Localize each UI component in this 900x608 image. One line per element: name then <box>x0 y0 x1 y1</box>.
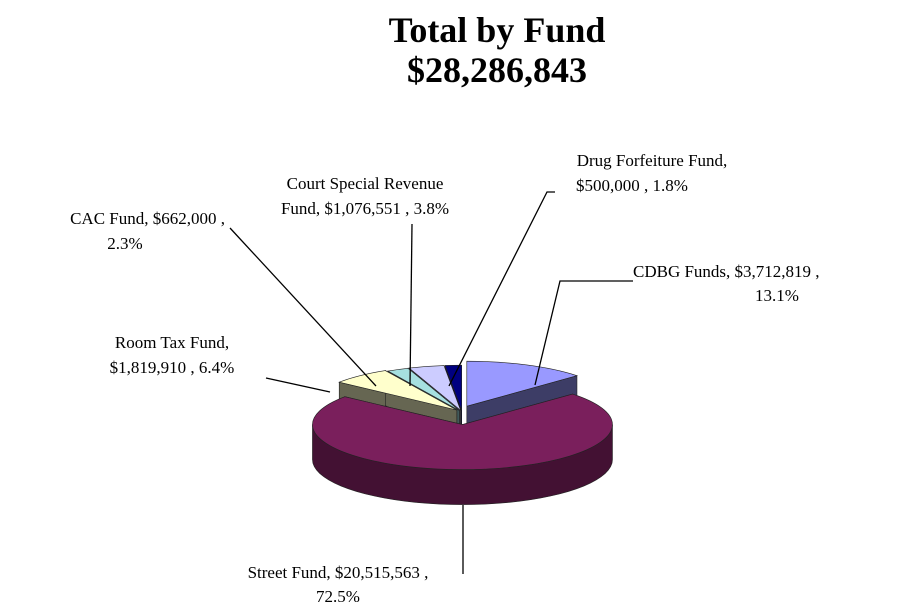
slice-top <box>387 368 460 411</box>
data-label: Drug Forfeiture Fund, <box>577 151 728 170</box>
leader-line <box>448 191 555 387</box>
data-label: 72.5% <box>316 587 360 606</box>
slice-top <box>312 393 613 470</box>
data-label: CAC Fund, $662,000 , <box>70 209 225 228</box>
data-label: CDBG Funds, $3,712,819 , <box>633 262 820 281</box>
slice-top <box>408 365 462 412</box>
chart-subtitle: $28,286,843 <box>407 50 587 90</box>
leader-line <box>534 280 633 386</box>
data-label: $500,000 , 1.8% <box>576 176 688 195</box>
leader-line <box>265 377 331 393</box>
slice-top <box>466 360 579 407</box>
leader-line <box>409 223 413 387</box>
data-label: Street Fund, $20,515,563 , <box>248 563 429 582</box>
slice <box>312 393 613 505</box>
leader-line <box>229 227 377 387</box>
slice-top <box>338 370 457 411</box>
data-label: Court Special Revenue <box>287 174 444 193</box>
data-label: Room Tax Fund, <box>115 333 229 352</box>
data-label: 13.1% <box>755 286 799 305</box>
data-label: $1,819,910 , 6.4% <box>110 358 235 377</box>
slice-top <box>444 364 462 411</box>
data-label: Fund, $1,076,551 , 3.8% <box>281 199 449 218</box>
data-label: 2.3% <box>107 234 142 253</box>
chart-title: Total by Fund <box>389 10 606 50</box>
